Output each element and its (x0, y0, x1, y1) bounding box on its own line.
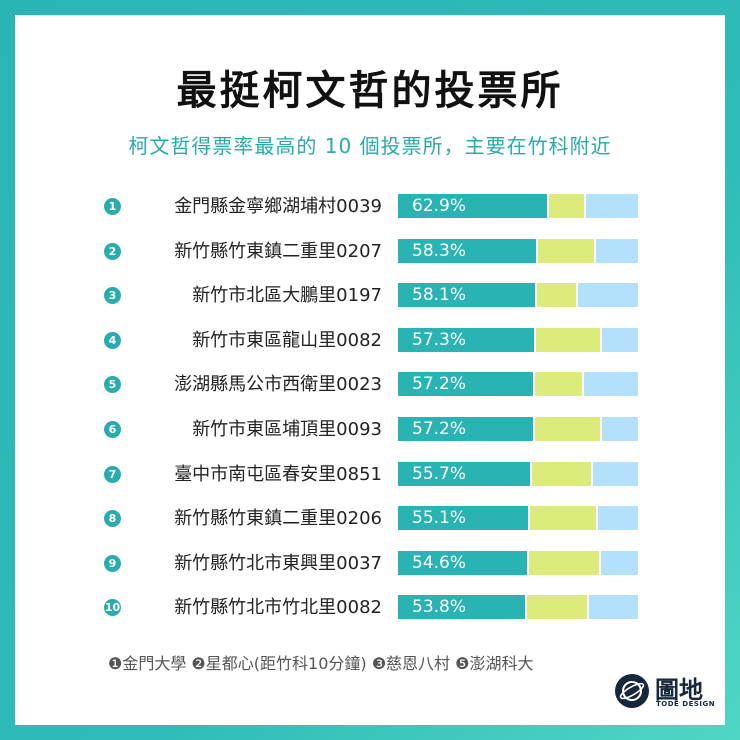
polling-station-label: 新竹縣竹北市東興里0037 (174, 552, 382, 574)
bar-segment-other-2 (598, 506, 638, 531)
bar-segment-other-1 (537, 283, 576, 308)
bar-segment-ko: 53.8% (398, 595, 526, 620)
bar-segment-other-2 (601, 417, 638, 441)
stacked-bar: 62.9% (398, 194, 638, 218)
polling-station-label: 新竹市東區龍山里0082 (192, 329, 382, 351)
percent-label: 55.7% (412, 463, 467, 484)
percent-label: 58.3% (412, 240, 467, 261)
bar-segment-other-2 (577, 283, 638, 308)
rank-badge: 5 (104, 376, 121, 394)
percent-label: 54.6% (412, 552, 467, 573)
polling-station-label: 新竹市東區埔頂里0093 (192, 419, 382, 440)
bar-segment-other-1 (548, 194, 585, 218)
chart-row: 10 新竹縣竹北市竹北里0082 53.8% (0, 595, 740, 621)
rank-badge: 9 (104, 554, 121, 572)
chart-row: 2 新竹縣竹東鎮二重里0207 58.3% (0, 238, 740, 265)
chart-title: 最挺柯文哲的投票所 (176, 68, 564, 114)
logo-name: 圖地 (655, 676, 703, 704)
bar-segment-other-2 (589, 595, 638, 620)
bar-segment-other-2 (584, 372, 638, 397)
bar-segment-other-1 (535, 327, 600, 352)
footnote: ❶金門大學 ❷星都心(距竹科10分鐘) ❸慈恩八村 ❺澎湖科大 (108, 654, 534, 673)
chart-row: 6 新竹市東區埔頂里0093 57.2% (0, 417, 740, 443)
stacked-bar: 53.8% (398, 595, 638, 620)
chart-subtitle: 柯文哲得票率最高的 10 個投票所，主要在竹科附近 (128, 134, 612, 158)
stacked-bar: 57.3% (398, 327, 638, 352)
rank-badge: 3 (104, 287, 121, 305)
stacked-bar: 58.1% (398, 283, 638, 308)
bar-segment-ko: 57.2% (398, 372, 534, 397)
logo-subtitle: TODE DESIGN (656, 700, 716, 708)
bar-segment-ko: 58.3% (398, 238, 536, 263)
rank-badge: 7 (104, 465, 121, 483)
bar-segment-ko: 58.1% (398, 283, 536, 308)
chart-row: 9 新竹縣竹北市東興里0037 54.6% (0, 550, 740, 577)
stacked-bar: 54.6% (398, 550, 638, 575)
percent-label: 57.2% (412, 419, 467, 439)
stacked-bar: 57.2% (398, 372, 638, 397)
chart-row: 3 新竹市北區大鵬里0197 58.1% (0, 283, 740, 309)
stacked-bar: 58.3% (398, 238, 638, 263)
bar-segment-ko: 57.3% (398, 327, 534, 352)
bar-segment-other-1 (527, 595, 588, 620)
stacked-bar: 57.2% (398, 417, 638, 441)
bar-segment-other-1 (531, 461, 591, 486)
polling-station-label: 新竹縣竹北市竹北里0082 (174, 597, 382, 619)
bar-segment-other-2 (601, 550, 638, 575)
polling-station-label: 新竹縣竹東鎮二重里0207 (174, 240, 382, 262)
bar-segment-other-1 (537, 238, 595, 263)
stacked-bar: 55.1% (398, 506, 638, 531)
percent-label: 62.9% (412, 196, 467, 216)
bar-segment-other-1 (535, 417, 600, 441)
planet-icon (615, 674, 649, 708)
chart-row: 5 澎湖縣馬公市西衛里0023 57.2% (0, 372, 740, 398)
bar-segment-other-1 (535, 372, 583, 397)
rank-badge: 4 (104, 331, 121, 349)
rank-badge: 1 (104, 198, 121, 215)
logo: 圖地 TODE DESIGN (615, 672, 715, 712)
bar-segment-other-1 (529, 550, 600, 575)
percent-label: 55.1% (412, 508, 467, 529)
rank-badge: 8 (104, 510, 121, 528)
bar-segment-other-1 (530, 506, 597, 531)
bar-segment-ko: 62.9% (398, 194, 547, 218)
rank-badge: 10 (104, 599, 121, 617)
chart-row: 8 新竹縣竹東鎮二重里0206 55.1% (0, 506, 740, 532)
polling-station-label: 金門縣金寧鄉湖埔村0039 (174, 196, 382, 217)
bar-segment-ko: 55.1% (398, 506, 529, 531)
bar-segment-ko: 57.2% (398, 417, 534, 441)
chart-row: 7 臺中市南屯區春安里0851 55.7% (0, 461, 740, 488)
polling-station-label: 臺中市南屯區春安里0851 (174, 463, 382, 485)
polling-station-label: 澎湖縣馬公市西衛里0023 (174, 374, 382, 396)
bar-segment-ko: 55.7% (398, 461, 530, 486)
bar-segment-other-2 (592, 461, 638, 486)
polling-station-label: 新竹縣竹東鎮二重里0206 (174, 508, 382, 530)
bar-segment-other-2 (586, 194, 638, 218)
rank-badge: 6 (104, 421, 121, 438)
polling-station-label: 新竹市北區大鵬里0197 (192, 285, 382, 307)
bar-segment-other-2 (601, 327, 638, 352)
percent-label: 57.3% (412, 329, 467, 350)
bar-segment-other-2 (596, 238, 638, 263)
percent-label: 57.2% (412, 374, 467, 395)
percent-label: 53.8% (412, 597, 467, 618)
percent-label: 58.1% (412, 285, 467, 306)
rank-badge: 2 (104, 242, 121, 260)
chart-row: 1 金門縣金寧鄉湖埔村0039 62.9% (0, 194, 740, 220)
stacked-bar: 55.7% (398, 461, 638, 486)
chart-row: 4 新竹市東區龍山里0082 57.3% (0, 327, 740, 354)
bar-segment-ko: 54.6% (398, 550, 528, 575)
